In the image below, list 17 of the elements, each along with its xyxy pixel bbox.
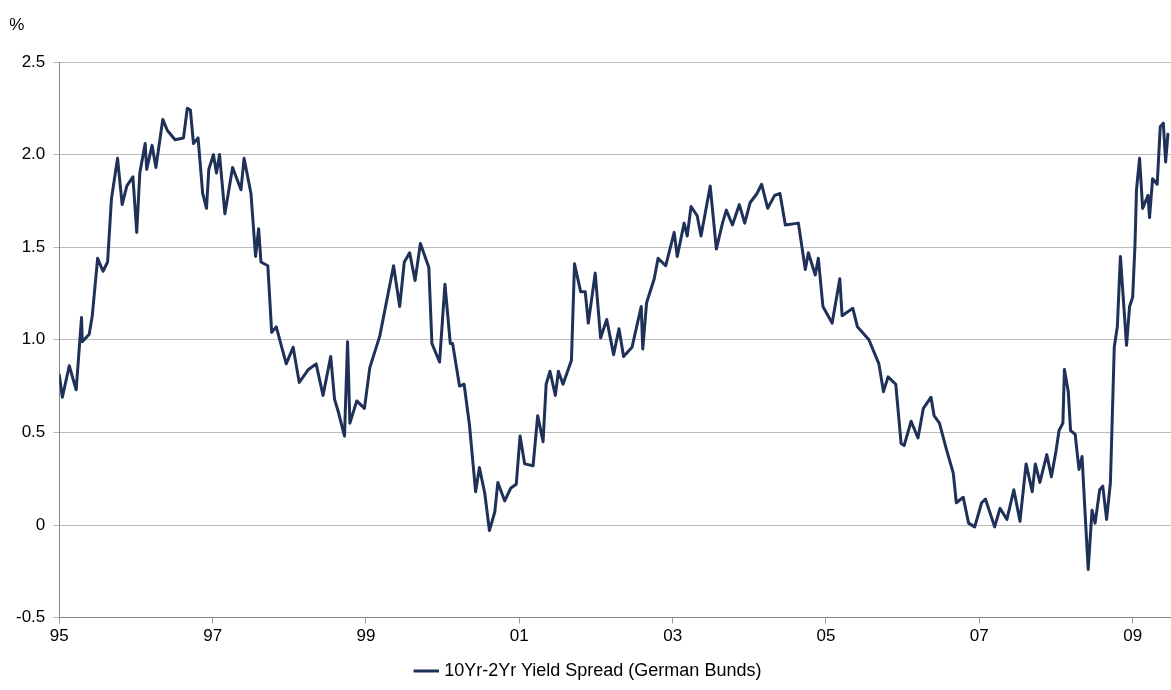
y-tick-label: 0.5: [21, 422, 46, 442]
x-tick-label: 95: [49, 626, 69, 646]
y-axis-title: %: [9, 15, 25, 35]
x-tick-label: 97: [203, 626, 223, 646]
legend-label: 10Yr-2Yr Yield Spread (German Bunds): [444, 659, 762, 680]
x-tick-label: 09: [1123, 626, 1143, 646]
y-tick-label: 0: [35, 514, 46, 534]
x-tick-label: 05: [816, 626, 836, 646]
y-tick-label: 1.5: [21, 236, 46, 256]
y-tick-label: -0.5: [16, 607, 46, 627]
y-tick-label: 2.0: [21, 144, 46, 164]
y-tick-label: 1.0: [21, 329, 46, 349]
y-tick-label: 2.5: [21, 51, 46, 71]
x-tick-label: 07: [969, 626, 989, 646]
x-tick-label: 99: [356, 626, 376, 646]
x-tick-label: 03: [663, 626, 683, 646]
x-tick-label: 01: [509, 626, 529, 646]
